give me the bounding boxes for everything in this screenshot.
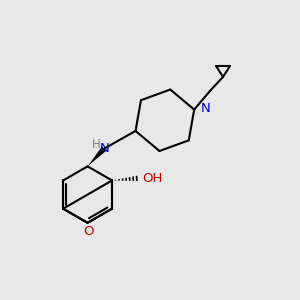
Text: N: N — [201, 102, 211, 115]
Text: O: O — [83, 225, 93, 238]
Polygon shape — [88, 147, 106, 166]
Text: OH: OH — [143, 172, 163, 184]
Text: N: N — [99, 142, 109, 155]
Text: H: H — [92, 138, 100, 151]
